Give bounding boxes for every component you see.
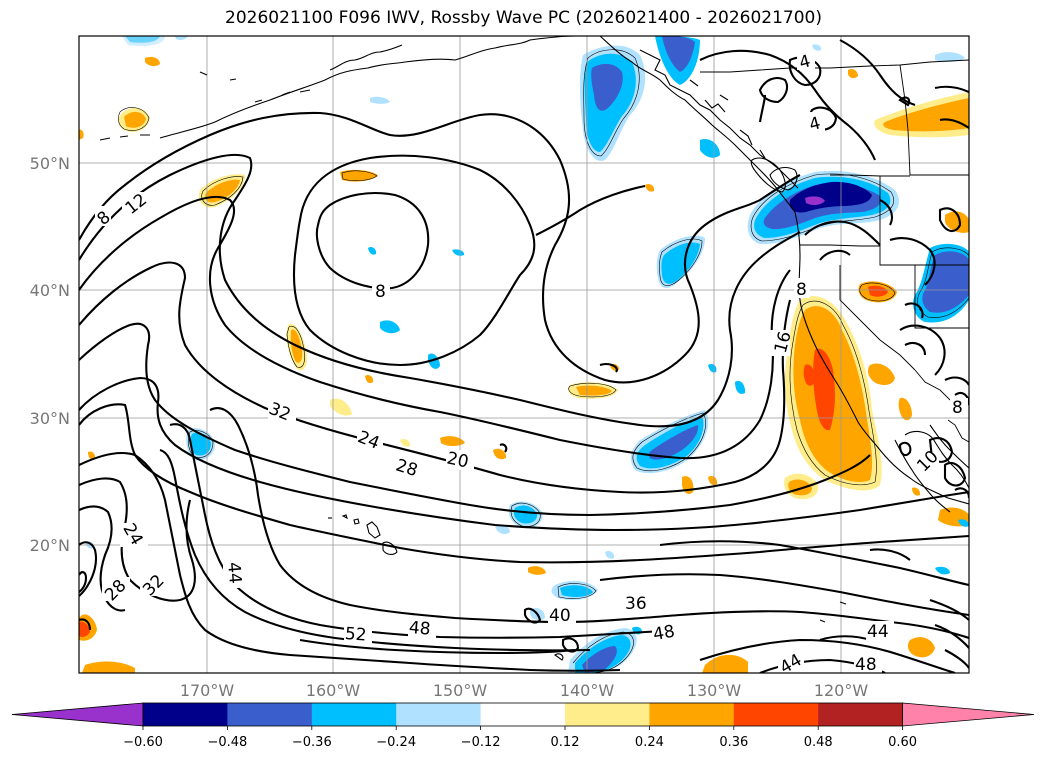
- map-border: [78, 35, 970, 674]
- graticule: [79, 36, 969, 673]
- contour-label: 44: [777, 650, 806, 678]
- lon-label-140w: 140°W: [560, 681, 615, 700]
- colorbar-tick-label: 0.36: [719, 735, 748, 750]
- lon-label-160w: 160°W: [306, 681, 361, 700]
- contour-label: 48: [408, 618, 431, 640]
- colorbar-cell: [311, 703, 397, 726]
- colorbar-cell: [818, 703, 904, 726]
- colorbar-cell: [565, 703, 650, 726]
- colorbar-cell: [143, 703, 228, 726]
- chart-title: 2026021100 F096 IWV, Rossby Wave PC (202…: [225, 8, 822, 28]
- contour-label: 8: [952, 398, 963, 418]
- colorbar-tick-label: 0.60: [888, 735, 917, 750]
- colorbar-outline: [142, 702, 903, 727]
- contour-label: 48: [855, 655, 877, 675]
- colorbar-tick-label: −0.24: [376, 735, 416, 750]
- lon-label-130w: 130°W: [687, 681, 742, 700]
- colorbar-tick-label: −0.12: [461, 735, 501, 750]
- contour-label: 8: [796, 280, 807, 300]
- contour-label: 48: [652, 622, 677, 645]
- colorbar-tick-label: −0.48: [207, 735, 247, 750]
- negative-anomaly-shading: [85, 36, 969, 673]
- contour-label: 4: [797, 51, 813, 73]
- contour-label: 44: [223, 561, 245, 584]
- lon-label-120w: 120°W: [814, 681, 869, 700]
- contour-label: 44: [867, 622, 889, 642]
- lon-label-170w: 170°W: [180, 681, 235, 700]
- contour-label: 40: [549, 606, 571, 626]
- colorbar-cell: [733, 703, 819, 726]
- anomaly-outlines: [118, 49, 969, 673]
- contour-label: 4: [807, 113, 823, 135]
- contour-label: 52: [344, 624, 367, 646]
- colorbar-cell: [227, 703, 313, 726]
- contour-label: 36: [625, 594, 647, 614]
- lat-label-40: 40°N: [30, 281, 70, 300]
- lat-label-30: 30°N: [30, 409, 70, 428]
- colorbar-tick-label: −0.36: [292, 735, 332, 750]
- latitude-labels: 50°N 40°N 30°N 20°N: [30, 154, 70, 555]
- colorbar-tick-label: 0.12: [551, 735, 580, 750]
- positive-anomaly-shading: [79, 56, 969, 673]
- colorbar-cell: [649, 703, 735, 726]
- colorbar: −0.60 −0.48 −0.36 −0.24 −0.12 0.12 0.24 0.36 0.4…: [11, 702, 1035, 750]
- iwv-contours: [79, 39, 969, 673]
- lon-label-150w: 150°W: [433, 681, 488, 700]
- colorbar-extend-min: [11, 702, 144, 727]
- colorbar-tick-label: 0.24: [635, 735, 664, 750]
- contour-label: 8: [375, 282, 386, 302]
- colorbar-cell: [396, 703, 482, 726]
- lat-label-20: 20°N: [30, 536, 70, 555]
- colorbar-cell: [480, 703, 566, 726]
- lat-label-50: 50°N: [30, 154, 70, 173]
- longitude-labels: 170°W 160°W 150°W 140°W 130°W 120°W: [180, 681, 869, 700]
- colorbar-extend-max: [902, 702, 1035, 727]
- coastlines: [99, 36, 969, 661]
- contour-label: 20: [445, 448, 470, 472]
- colorbar-tick-label: −0.60: [123, 735, 163, 750]
- colorbar-tick-label: 0.48: [804, 735, 833, 750]
